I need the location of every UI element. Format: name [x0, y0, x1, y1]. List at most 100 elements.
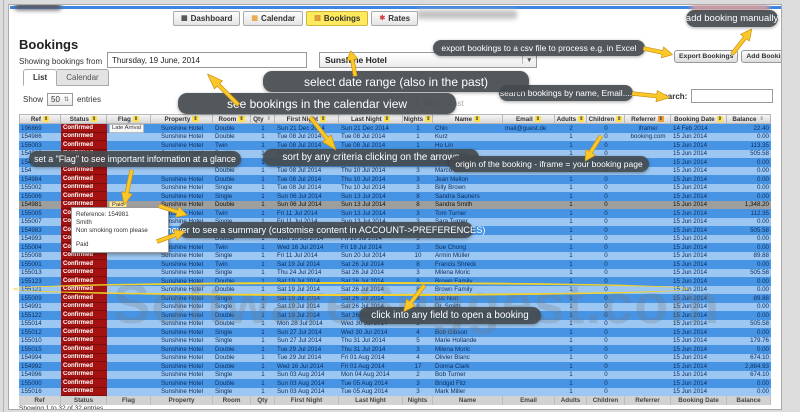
table-cell[interactable]: Confirmed [61, 141, 107, 150]
table-cell[interactable]: Sunshine Hotel [161, 218, 203, 226]
table-cell[interactable]: Bob Turner [435, 371, 466, 379]
table-cell[interactable]: 505.58 [750, 320, 769, 328]
table-cell[interactable]: Sun 13 Jul 2014 [341, 192, 386, 200]
table-cell[interactable]: 15 Jun 2014 [673, 184, 708, 192]
table-cell[interactable]: 1 [251, 218, 275, 227]
table-cell[interactable]: 1 [569, 133, 573, 141]
table-cell[interactable]: Sat 26 Jul 2014 [341, 294, 385, 302]
table-cell[interactable]: 1 [261, 252, 265, 260]
table-cell[interactable]: 0.00 [756, 192, 769, 200]
column-header-flag[interactable]: Flag ⇕ [107, 114, 151, 124]
table-cell[interactable] [503, 175, 555, 184]
table-cell[interactable]: Sunshine Hotel [161, 320, 203, 328]
table-cell[interactable]: 0.00 [756, 243, 769, 251]
table-cell[interactable]: 196869 [21, 124, 42, 132]
table-cell[interactable] [625, 328, 671, 337]
table-cell[interactable]: 0.00 [756, 303, 769, 311]
table-cell[interactable]: Ho Lin [435, 141, 453, 149]
table-cell[interactable]: Confirmed [61, 370, 107, 379]
table-cell[interactable]: 154981 [21, 201, 42, 209]
table-cell[interactable] [625, 320, 671, 329]
sort-icon[interactable]: ⇕ [383, 116, 390, 122]
table-row[interactable]: 155006 Confirmed Sunshine Hotel Single 1 Sun … [19, 192, 771, 201]
table-cell[interactable]: Sunshine Hotel [161, 294, 203, 302]
table-cell[interactable]: Fri 01 Aug 2014 [341, 354, 385, 362]
table-cell[interactable] [625, 379, 671, 388]
table-cell[interactable] [107, 269, 151, 278]
table-cell[interactable] [503, 345, 555, 354]
table-row[interactable]: 155016 Confirmed Sunshine Hotel Single 1 Sun … [19, 387, 771, 396]
sort-icon[interactable]: ⇕ [716, 116, 723, 122]
table-cell[interactable]: 674.10 [750, 371, 769, 379]
table-cell[interactable]: 15 Jun 2014 [673, 303, 708, 311]
table-cell[interactable]: 1 [251, 150, 275, 159]
table-cell[interactable]: 15 Jun 2014 [673, 150, 708, 158]
table-cell[interactable]: Billy Brown [435, 184, 466, 192]
table-cell[interactable]: 15 Jun 2014 [673, 133, 708, 141]
column-header-referrer[interactable]: Referrer ⇕ [625, 114, 671, 124]
table-cell[interactable]: 0 [604, 294, 608, 302]
table-cell[interactable] [107, 311, 151, 320]
table-cell[interactable]: 1 [569, 379, 573, 387]
table-cell[interactable]: 0 [604, 362, 608, 370]
column-header-nights[interactable]: Nights ⇕ [403, 114, 433, 124]
table-cell[interactable]: 674.10 [750, 354, 769, 362]
table-cell[interactable]: 1 [261, 388, 265, 396]
table-cell[interactable]: Confirmed [61, 387, 107, 396]
table-cell[interactable]: Sandra Sauners [435, 192, 480, 200]
table-cell[interactable]: 179.76 [750, 337, 769, 345]
table-cell[interactable]: Confirmed [61, 132, 107, 141]
table-cell[interactable]: Sunshine Hotel [161, 133, 203, 141]
table-cell[interactable]: 0 [604, 192, 608, 200]
table-cell[interactable]: 0 [604, 184, 608, 192]
table-cell[interactable] [625, 201, 671, 210]
table-cell[interactable]: 154992 [21, 362, 42, 370]
table-cell[interactable]: 155014 [21, 320, 42, 328]
table-cell[interactable]: 0 [604, 252, 608, 260]
table-row[interactable]: 196869 Confirmed Late Arrival Sunshine Hote… [19, 124, 771, 133]
table-cell[interactable] [503, 209, 555, 218]
table-cell[interactable]: Fri 18 Jul 2014 [341, 235, 382, 243]
table-cell[interactable]: 155010 [21, 337, 42, 345]
table-cell[interactable]: 8 [403, 303, 433, 312]
table-cell[interactable]: 155008 [21, 252, 42, 260]
table-cell[interactable]: Tue 29 Jul 2014 [277, 354, 322, 362]
table-cell[interactable]: Confirmed [61, 328, 107, 337]
search-input[interactable] [691, 89, 774, 103]
table-cell[interactable]: 0.00 [756, 260, 769, 268]
table-cell[interactable]: 1 [261, 379, 265, 387]
table-cell[interactable] [107, 371, 151, 380]
table-cell[interactable]: 3 [416, 167, 420, 175]
table-row[interactable]: 154986 Confirmed Sunshine Hotel Double 1 Tue … [19, 132, 771, 141]
table-cell[interactable] [625, 354, 671, 363]
table-cell[interactable]: 10 [414, 252, 422, 260]
table-cell[interactable]: 155012 [21, 328, 42, 336]
table-cell[interactable]: Thu 31 Jul 2014 [341, 345, 386, 353]
table-cell[interactable]: 154984 [21, 175, 42, 183]
table-cell[interactable] [503, 371, 555, 380]
table-cell[interactable] [625, 371, 671, 380]
table-cell[interactable]: 1 [416, 141, 420, 149]
table-cell[interactable]: 2 [569, 124, 573, 132]
table-cell[interactable]: 155009 [21, 294, 42, 302]
table-cell[interactable]: Confirmed [61, 175, 107, 184]
sort-icon[interactable]: ⇕ [238, 116, 245, 122]
page-last[interactable]: Last [448, 99, 464, 108]
table-cell[interactable]: Sunshine Hotel [161, 192, 203, 200]
table-cell[interactable] [107, 354, 151, 363]
table-cell[interactable]: 1 [261, 362, 265, 370]
table-cell[interactable]: 1 [261, 184, 265, 192]
table-row[interactable]: 155002 Confirmed Sunshine Hotel Single 1 Tue … [19, 183, 771, 192]
table-cell[interactable]: Sunshine Hotel [161, 362, 203, 370]
table-cell[interactable]: Late Arrival [107, 124, 151, 133]
table-cell[interactable]: 0.00 [756, 311, 769, 319]
table-cell[interactable]: 15 Jun 2014 [673, 235, 708, 243]
table-cell[interactable]: 15 Jun 2014 [673, 328, 708, 336]
table-cell[interactable]: 0 [604, 124, 608, 132]
table-cell[interactable]: Single [215, 371, 233, 379]
table-cell[interactable]: Sunshine Hotel [161, 124, 203, 132]
table-cell[interactable]: Single [215, 269, 233, 277]
table-cell[interactable]: Confirmed [61, 183, 107, 192]
table-cell[interactable]: Thu 10 Jul 2014 [341, 184, 386, 192]
table-cell[interactable]: 0.00 [756, 379, 769, 387]
